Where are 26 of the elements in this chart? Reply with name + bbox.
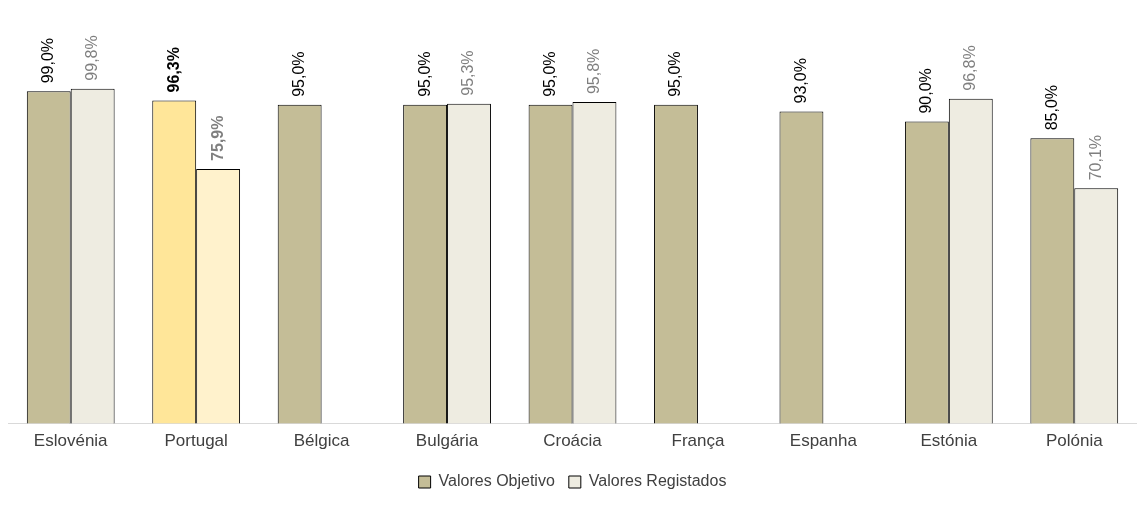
- data-label: 96,3%: [164, 47, 182, 93]
- data-label: 99,8%: [83, 35, 101, 81]
- data-label: 95,0%: [415, 51, 433, 97]
- data-label: 95,3%: [459, 50, 477, 96]
- data-label: 93,0%: [791, 58, 809, 104]
- x-tick-label: França: [671, 431, 725, 451]
- x-tick-label: Bulgária: [415, 431, 479, 451]
- x-tick-label: Polónia: [1045, 431, 1104, 451]
- x-tick-label: Espanha: [789, 431, 858, 451]
- legend-label: Valores Registados: [588, 472, 727, 490]
- data-label: 95,8%: [584, 48, 602, 95]
- data-label: 95,0%: [290, 51, 308, 97]
- data-label: 75,9%: [208, 115, 226, 161]
- data-label: 95,0%: [540, 51, 558, 97]
- data-label: 95,0%: [666, 51, 684, 97]
- x-tick-label: Portugal: [164, 431, 228, 451]
- data-label: 96,8%: [961, 45, 979, 91]
- legend-label: Valores Objetivo: [438, 472, 555, 490]
- x-tick-label: Bélgica: [293, 431, 351, 451]
- data-label: 70,1%: [1086, 134, 1104, 181]
- x-tick-label: Eslovénia: [33, 431, 109, 451]
- data-label: 90,0%: [917, 68, 935, 114]
- data-label: 99,0%: [39, 37, 57, 84]
- data-label: 85,0%: [1042, 84, 1060, 131]
- x-tick-label: Croácia: [543, 431, 603, 451]
- x-tick-label: Estónia: [920, 431, 978, 451]
